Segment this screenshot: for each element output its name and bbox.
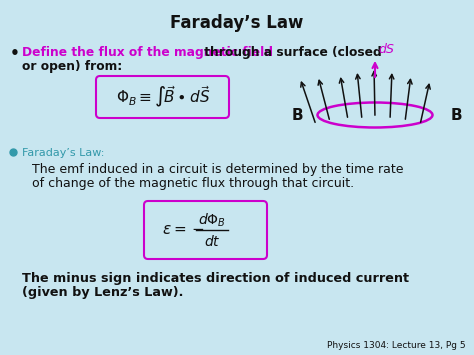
Text: Faraday’s Law:: Faraday’s Law:: [22, 148, 104, 158]
Text: The minus sign indicates direction of induced current: The minus sign indicates direction of in…: [22, 272, 409, 285]
Text: through a surface (closed: through a surface (closed: [200, 46, 382, 59]
Text: of change of the magnetic flux through that circuit.: of change of the magnetic flux through t…: [32, 177, 354, 190]
Text: $dS$: $dS$: [378, 42, 395, 56]
Text: $\mathbf{B}$: $\mathbf{B}$: [291, 107, 303, 123]
Text: or open) from:: or open) from:: [22, 60, 122, 73]
Text: $\varepsilon = -$: $\varepsilon = -$: [162, 223, 205, 237]
Text: Faraday’s Law: Faraday’s Law: [170, 14, 304, 32]
FancyBboxPatch shape: [144, 201, 267, 259]
Text: (given by Lenz’s Law).: (given by Lenz’s Law).: [22, 286, 183, 299]
Text: $d\Phi_B$: $d\Phi_B$: [198, 211, 226, 229]
Text: $\Phi_B \equiv \int\!\vec{B}\bullet d\vec{S}$: $\Phi_B \equiv \int\!\vec{B}\bullet d\ve…: [116, 84, 210, 110]
Text: $\mathbf{B}$: $\mathbf{B}$: [450, 107, 462, 123]
Text: •: •: [10, 46, 20, 61]
Text: $dt$: $dt$: [204, 234, 220, 248]
Text: The emf induced in a circuit is determined by the time rate: The emf induced in a circuit is determin…: [32, 163, 403, 176]
FancyBboxPatch shape: [96, 76, 229, 118]
Text: Define the flux of the magnetic field: Define the flux of the magnetic field: [22, 46, 273, 59]
Text: Physics 1304: Lecture 13, Pg 5: Physics 1304: Lecture 13, Pg 5: [328, 341, 466, 350]
